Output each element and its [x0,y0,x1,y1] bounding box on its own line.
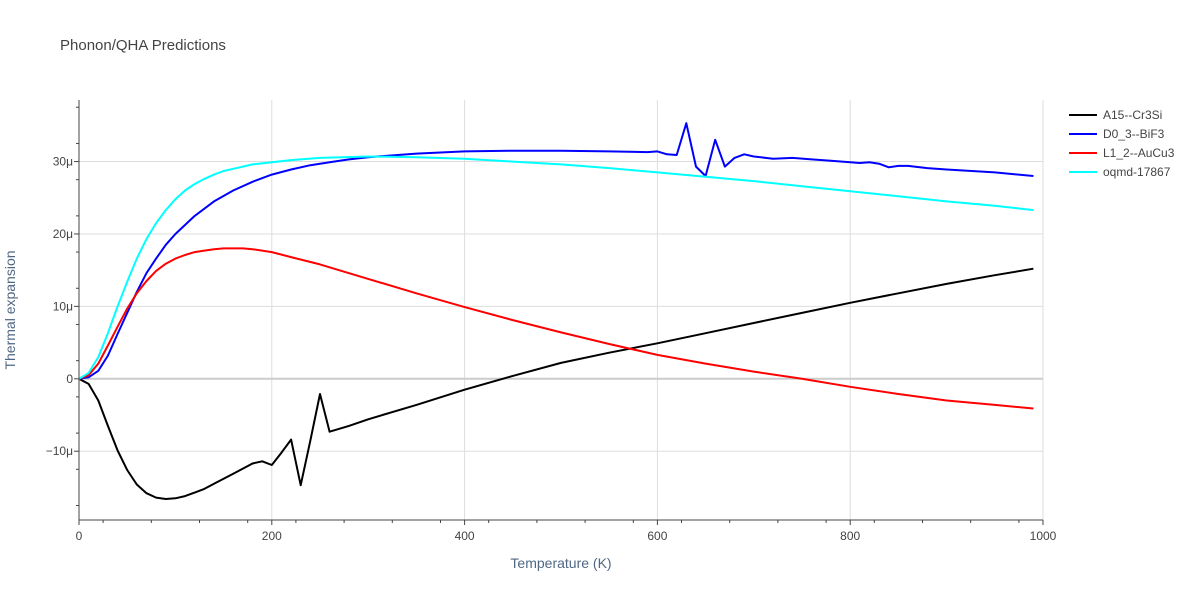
legend-item-l1-2-aucu3[interactable]: L1_2--AuCu3 [1069,146,1175,160]
legend[interactable]: A15--Cr3Si D0_3--BiF3 L1_2--AuCu3 oqmd-1786… [1069,108,1175,179]
plot-area [78,122,1034,500]
chart-title: Phonon/QHA Predictions [60,37,226,54]
legend-label: L1_2--AuCu3 [1103,146,1175,160]
grid [79,100,1044,520]
y-tick-label: 0 [66,372,73,386]
tick-labels: 0 200 400 600 800 1000 −10μ 0 10μ 20μ 30μ [46,106,1057,543]
legend-item-oqmd-17867[interactable]: oqmd-17867 [1069,165,1171,179]
y-tick-label: 30μ [53,155,73,169]
y-tick-label: −10μ [46,444,73,458]
legend-label: A15--Cr3Si [1103,108,1162,122]
y-tick-label: 20μ [53,227,73,241]
series-line-oqmd-17867[interactable] [78,155,1034,380]
x-tick-label: 0 [76,529,83,543]
y-axis-label: Thermal expansion [2,250,18,369]
series-line-l1-2-aucu3[interactable] [78,247,1034,410]
x-tick-label: 400 [455,529,475,543]
x-tick-label: 800 [840,529,860,543]
legend-item-a15-cr3si[interactable]: A15--Cr3Si [1069,108,1162,122]
x-tick-label: 1000 [1030,529,1057,543]
x-tick-label: 200 [262,529,282,543]
axes [78,100,1043,521]
x-tick-label: 600 [647,529,667,543]
legend-label: oqmd-17867 [1103,165,1171,179]
y-tick-label: 10μ [53,299,73,313]
legend-label: D0_3--BiF3 [1103,127,1165,141]
legend-item-d0-3-bif3[interactable]: D0_3--BiF3 [1069,127,1165,141]
series-line-d0-3-bif3[interactable] [78,122,1034,380]
series-line-a15-cr3si[interactable] [78,267,1034,500]
x-axis-label: Temperature (K) [510,555,611,571]
